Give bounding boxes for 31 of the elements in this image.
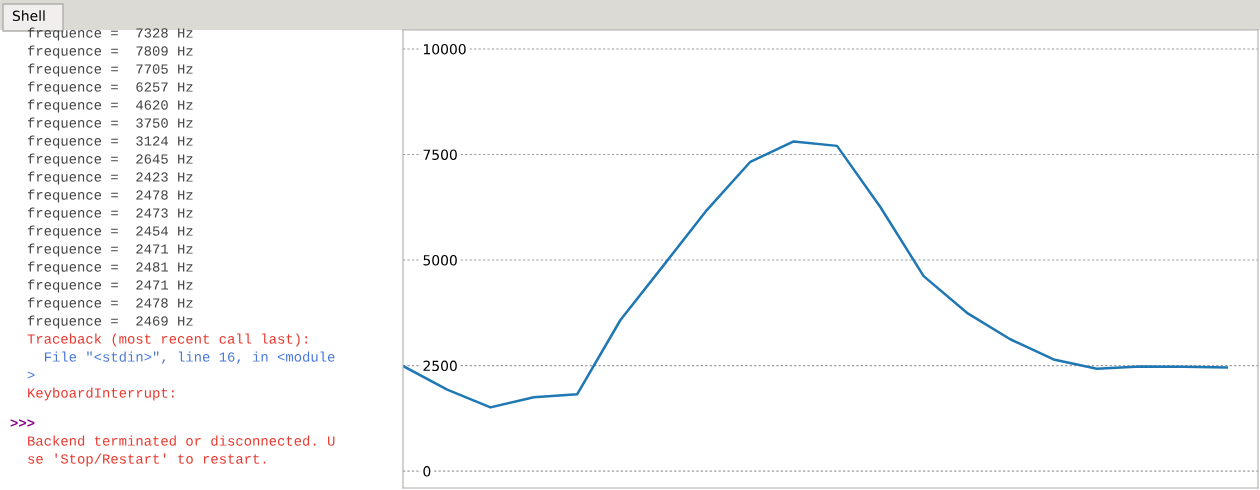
text: frequence = 2478 Hz (27, 189, 193, 203)
text: File "<stdin>", line 16, in <module (44, 351, 335, 365)
text: frequence = 2478 Hz (27, 297, 193, 311)
text: frequence = 2469 Hz (27, 315, 193, 329)
text: frequence = 7328 Hz (27, 27, 193, 41)
text: frequence = 2454 Hz (27, 225, 193, 239)
y-tick-label: 10000 (423, 43, 466, 55)
text: se 'Stop/Restart' to restart. (28, 453, 266, 467)
text: frequence = 4620 Hz (27, 99, 193, 113)
text: frequence = 2473 Hz (27, 207, 193, 221)
text: frequence = 2423 Hz (27, 171, 193, 185)
text: frequence = 2471 Hz (27, 279, 193, 293)
y-tick-label: 5000 (423, 255, 457, 266)
text: >>> (10, 419, 35, 427)
line-series (403, 140, 1229, 409)
text: frequence = 3750 Hz (27, 117, 193, 131)
y-tick-label: 7500 (423, 149, 457, 160)
text: Traceback (most recent call last): (27, 333, 307, 347)
text: frequence = 7809 Hz (27, 45, 193, 59)
text: frequence = 7705 Hz (27, 63, 193, 77)
text: frequence = 6257 Hz (27, 81, 193, 95)
text: frequence = 2645 Hz (27, 153, 193, 167)
text: Shell (12, 10, 45, 22)
text: KeyboardInterrupt: (28, 387, 174, 401)
text: > (27, 371, 35, 379)
text: frequence = 3124 Hz (27, 135, 193, 149)
text: frequence = 2481 Hz (27, 261, 193, 275)
text: frequence = 2471 Hz (27, 243, 193, 257)
text: Backend terminated or disconnected. U (28, 435, 335, 446)
y-tick-label: 2500 (423, 360, 457, 372)
y-tick-label: 0 (423, 466, 431, 477)
